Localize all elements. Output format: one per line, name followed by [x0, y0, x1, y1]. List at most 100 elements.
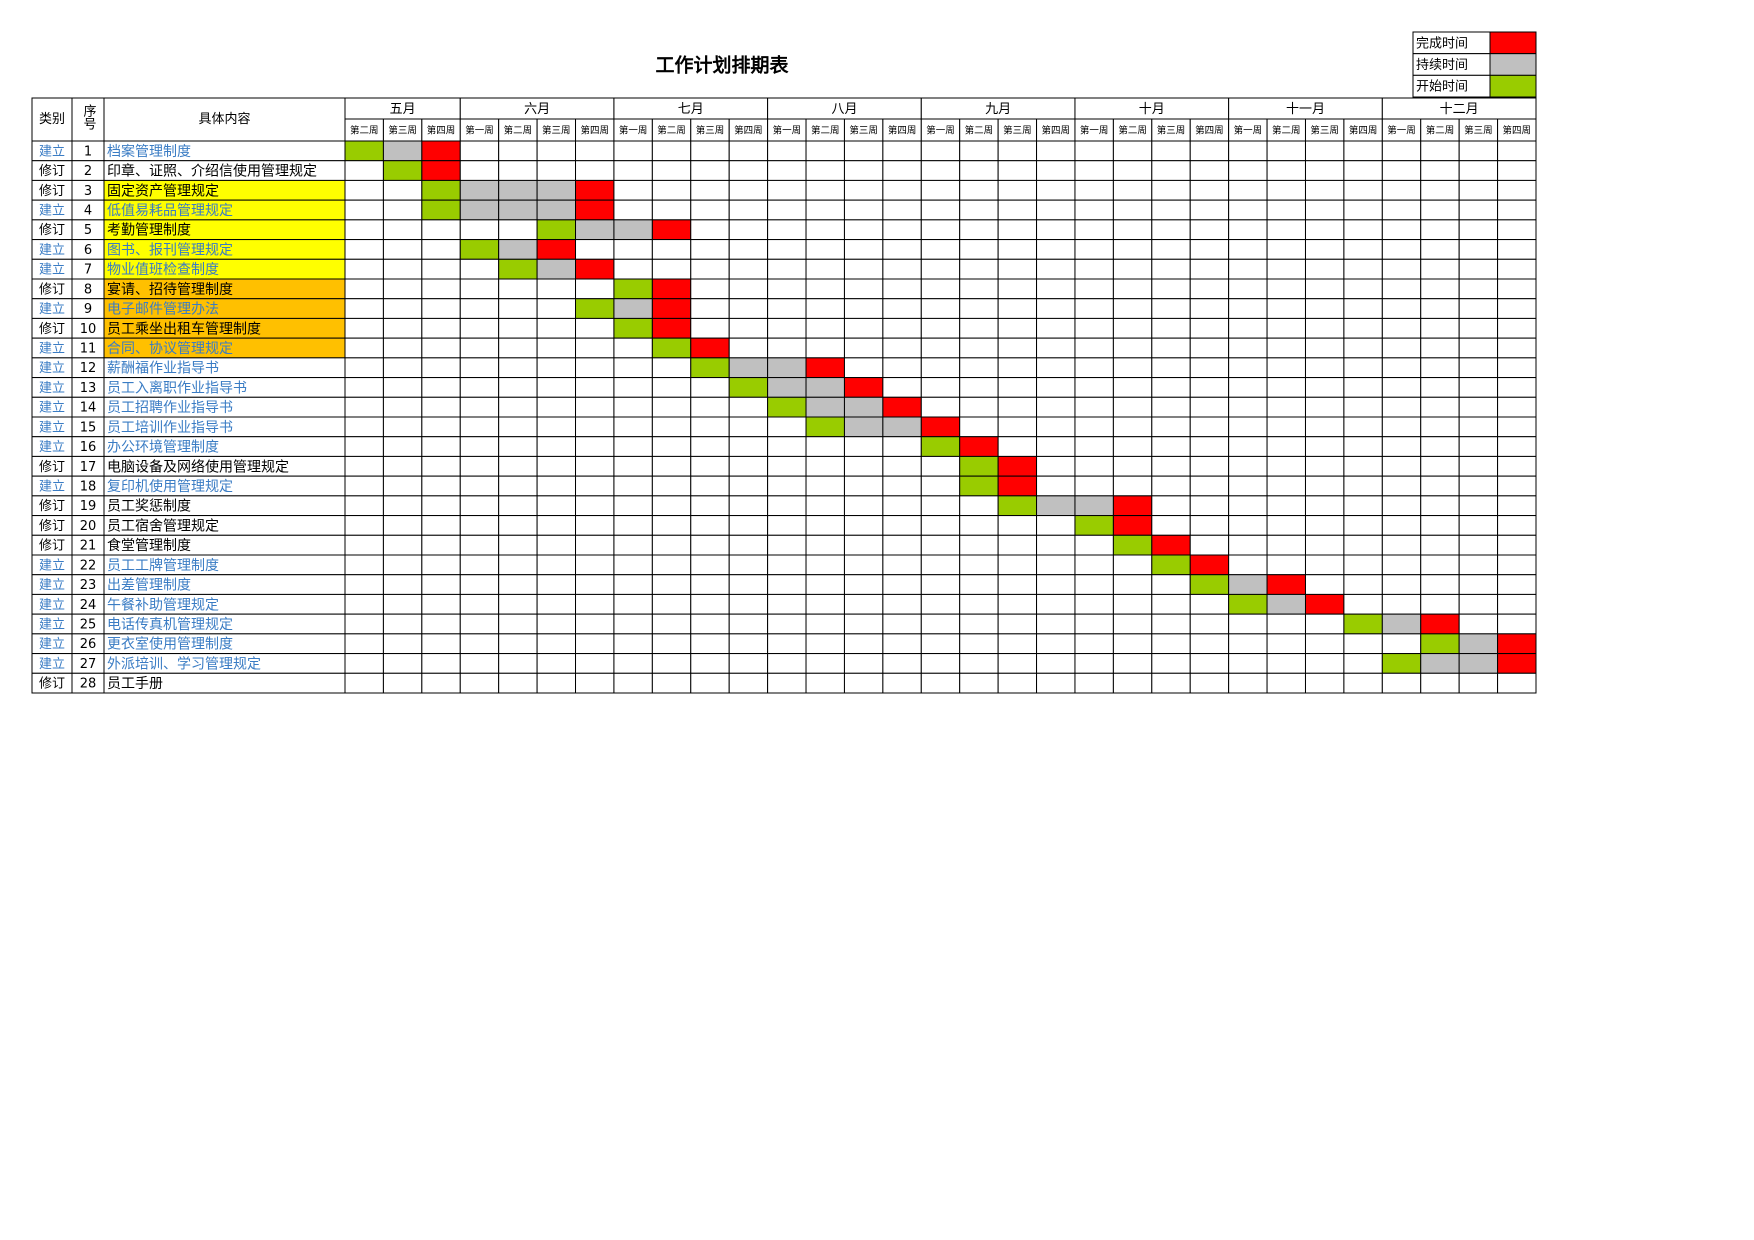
grid-cell — [1458, 317, 1499, 339]
grid-cell — [459, 653, 500, 674]
grid-cell — [1497, 554, 1537, 576]
grid-cell — [920, 515, 961, 536]
grid-cell — [1304, 179, 1345, 201]
grid-cell — [1189, 239, 1230, 260]
grid-cell — [1189, 672, 1230, 694]
grid-cell — [344, 396, 384, 418]
grid-cell — [1381, 593, 1422, 615]
grid-cell — [1420, 140, 1460, 162]
grid-cell — [959, 298, 999, 319]
gantt-cell — [1036, 495, 1076, 517]
grid-cell — [959, 317, 999, 339]
grid-cell — [382, 199, 423, 221]
grid-cell — [843, 495, 884, 517]
grid-cell — [805, 337, 845, 359]
grid-cell — [1420, 593, 1460, 615]
grid-cell — [805, 495, 845, 517]
grid-cell — [1112, 219, 1153, 241]
grid-cell — [728, 278, 769, 300]
grid-cell — [1074, 475, 1114, 497]
row-content: 考勤管理制度 — [107, 223, 191, 239]
grid-cell — [651, 239, 692, 260]
grid-cell — [1266, 239, 1306, 260]
grid-cell — [690, 199, 730, 221]
grid-cell — [1036, 357, 1076, 379]
grid-cell — [767, 436, 807, 457]
grid-cell — [1497, 298, 1537, 319]
row-content: 午餐补助管理规定 — [107, 597, 219, 613]
row-content: 员工手册 — [107, 676, 163, 692]
grid-cell — [882, 613, 922, 635]
grid-cell — [959, 672, 999, 694]
grid-cell — [767, 574, 807, 595]
grid-cell — [1458, 593, 1499, 615]
header-content: 具体内容 — [198, 111, 250, 127]
grid-cell — [959, 574, 999, 595]
grid-cell — [959, 396, 999, 418]
grid-cell — [1228, 495, 1268, 517]
grid-cell — [767, 534, 807, 556]
grid-cell — [575, 653, 615, 674]
grid-cell — [882, 140, 922, 162]
grid-cell — [344, 613, 384, 635]
grid-cell — [997, 396, 1038, 418]
grid-cell — [1189, 475, 1230, 497]
grid-cell — [1151, 298, 1191, 319]
grid-cell — [843, 140, 884, 162]
grid-cell — [613, 672, 653, 694]
grid-cell — [1036, 436, 1076, 457]
grid-cell — [1074, 593, 1114, 615]
grid-cell — [575, 633, 615, 655]
grid-cell — [728, 653, 769, 674]
gantt-cell — [805, 416, 845, 438]
grid-cell — [344, 416, 384, 438]
grid-cell — [1266, 317, 1306, 339]
grid-cell — [382, 495, 423, 517]
grid-cell — [1458, 475, 1499, 497]
grid-cell — [959, 377, 999, 398]
grid-cell — [1036, 219, 1076, 241]
grid-cell — [382, 179, 423, 201]
grid-cell — [536, 554, 577, 576]
grid-cell — [421, 278, 461, 300]
row-number: 1 — [84, 144, 92, 159]
gantt-cell — [651, 317, 692, 339]
grid-cell — [920, 140, 961, 162]
grid-cell — [920, 199, 961, 221]
row-category: 建立 — [39, 263, 65, 278]
grid-cell — [1151, 377, 1191, 398]
grid-cell — [767, 258, 807, 280]
grid-cell — [1420, 179, 1460, 201]
grid-cell — [1266, 672, 1306, 694]
grid-cell — [575, 337, 615, 359]
grid-cell — [1420, 317, 1460, 339]
grid-cell — [805, 593, 845, 615]
grid-cell — [767, 416, 807, 438]
grid-cell — [498, 574, 538, 595]
grid-cell — [1074, 337, 1114, 359]
grid-cell — [1381, 278, 1422, 300]
gantt-cell — [767, 377, 807, 398]
week-label: 第一周 — [1234, 125, 1263, 137]
grid-cell — [613, 416, 653, 438]
grid-cell — [459, 554, 500, 576]
gantt-cell — [498, 258, 538, 280]
grid-cell — [421, 554, 461, 576]
grid-cell — [651, 436, 692, 457]
row-number: 23 — [80, 578, 97, 593]
grid-cell — [1497, 455, 1537, 477]
grid-cell — [1304, 298, 1345, 319]
grid-cell — [1420, 455, 1460, 477]
grid-cell — [690, 160, 730, 181]
week-label: 第三周 — [1003, 125, 1032, 137]
grid-cell — [767, 278, 807, 300]
grid-cell — [997, 515, 1038, 536]
grid-cell — [1266, 357, 1306, 379]
grid-cell — [1458, 179, 1499, 201]
row-number: 11 — [80, 342, 97, 357]
grid-cell — [997, 593, 1038, 615]
grid-cell — [421, 396, 461, 418]
grid-cell — [1266, 337, 1306, 359]
grid-cell — [843, 199, 884, 221]
gantt-cell — [459, 239, 500, 260]
